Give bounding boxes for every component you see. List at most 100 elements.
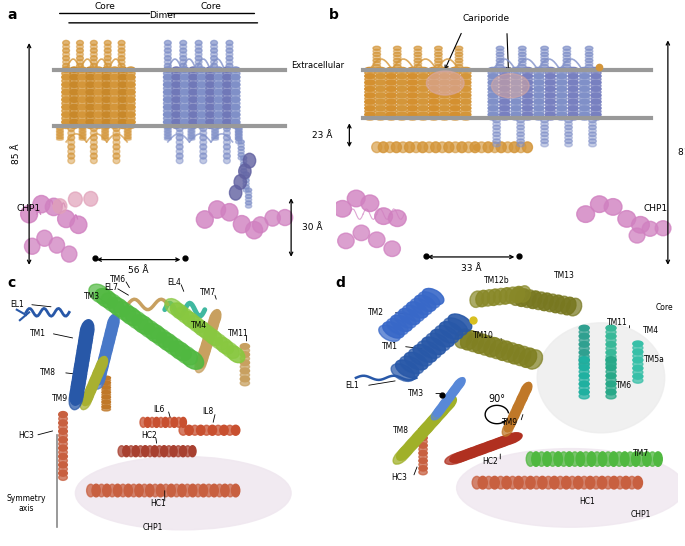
Ellipse shape — [232, 484, 240, 497]
Text: IL6: IL6 — [153, 405, 164, 414]
Ellipse shape — [597, 476, 607, 489]
Ellipse shape — [375, 208, 393, 224]
Ellipse shape — [58, 210, 75, 228]
Ellipse shape — [375, 96, 386, 101]
Ellipse shape — [606, 365, 616, 370]
Ellipse shape — [180, 116, 189, 121]
Ellipse shape — [397, 444, 414, 460]
Ellipse shape — [70, 90, 79, 95]
Ellipse shape — [223, 104, 232, 110]
Ellipse shape — [496, 49, 503, 54]
Text: EL1: EL1 — [346, 381, 360, 390]
Ellipse shape — [511, 77, 521, 81]
Ellipse shape — [104, 52, 111, 57]
Ellipse shape — [439, 90, 449, 94]
Ellipse shape — [514, 476, 523, 489]
Ellipse shape — [223, 86, 232, 91]
Ellipse shape — [373, 46, 381, 50]
Ellipse shape — [86, 82, 95, 87]
Ellipse shape — [450, 103, 460, 107]
Ellipse shape — [206, 112, 214, 117]
Ellipse shape — [563, 56, 571, 60]
Ellipse shape — [450, 109, 460, 114]
Ellipse shape — [197, 74, 206, 80]
Ellipse shape — [496, 64, 503, 69]
Ellipse shape — [568, 74, 578, 78]
Ellipse shape — [236, 132, 242, 134]
Ellipse shape — [419, 428, 427, 433]
Ellipse shape — [236, 136, 242, 141]
Ellipse shape — [104, 60, 111, 64]
Ellipse shape — [236, 134, 242, 135]
Ellipse shape — [200, 130, 207, 136]
Ellipse shape — [59, 454, 67, 459]
Ellipse shape — [70, 71, 79, 76]
Ellipse shape — [450, 84, 460, 88]
Ellipse shape — [211, 60, 217, 64]
Ellipse shape — [418, 74, 428, 78]
Ellipse shape — [127, 101, 135, 106]
Ellipse shape — [223, 149, 230, 155]
Ellipse shape — [137, 446, 144, 456]
Ellipse shape — [534, 84, 544, 88]
Text: CHP1: CHP1 — [16, 204, 41, 213]
Ellipse shape — [386, 112, 397, 117]
Ellipse shape — [110, 97, 119, 102]
Ellipse shape — [519, 52, 526, 56]
Ellipse shape — [373, 56, 381, 60]
Ellipse shape — [580, 93, 590, 98]
Ellipse shape — [511, 70, 521, 75]
Ellipse shape — [556, 99, 567, 104]
Ellipse shape — [455, 449, 477, 461]
Ellipse shape — [57, 134, 63, 135]
Ellipse shape — [59, 432, 67, 438]
Ellipse shape — [503, 142, 513, 153]
Ellipse shape — [556, 80, 567, 85]
Ellipse shape — [522, 112, 533, 117]
Text: TM4: TM4 — [643, 326, 660, 335]
Ellipse shape — [195, 63, 202, 68]
Ellipse shape — [499, 74, 510, 78]
Ellipse shape — [472, 476, 482, 489]
Ellipse shape — [243, 182, 249, 186]
Ellipse shape — [425, 412, 442, 429]
Ellipse shape — [70, 383, 84, 405]
Ellipse shape — [90, 67, 97, 72]
Ellipse shape — [477, 142, 486, 153]
Ellipse shape — [556, 84, 567, 88]
Ellipse shape — [240, 156, 247, 160]
Ellipse shape — [516, 139, 525, 144]
Ellipse shape — [70, 78, 79, 84]
Ellipse shape — [460, 87, 471, 91]
Ellipse shape — [488, 67, 499, 72]
Ellipse shape — [419, 458, 427, 464]
Ellipse shape — [164, 60, 171, 64]
Ellipse shape — [580, 87, 590, 91]
Ellipse shape — [59, 449, 67, 455]
Text: TM5a: TM5a — [644, 355, 665, 364]
Ellipse shape — [568, 90, 578, 94]
Ellipse shape — [119, 120, 127, 124]
Ellipse shape — [563, 58, 571, 62]
Ellipse shape — [197, 97, 206, 102]
Ellipse shape — [408, 112, 418, 117]
Ellipse shape — [102, 130, 108, 133]
Ellipse shape — [429, 70, 439, 75]
Ellipse shape — [140, 484, 149, 497]
Ellipse shape — [77, 342, 90, 365]
Text: TM11: TM11 — [608, 318, 628, 327]
Ellipse shape — [582, 452, 590, 466]
Ellipse shape — [240, 162, 247, 167]
Text: 33 Å: 33 Å — [461, 264, 481, 272]
Ellipse shape — [435, 325, 458, 343]
Ellipse shape — [391, 142, 401, 153]
Ellipse shape — [214, 104, 223, 110]
Ellipse shape — [125, 136, 131, 139]
Ellipse shape — [119, 484, 127, 497]
Ellipse shape — [418, 67, 428, 72]
Ellipse shape — [225, 425, 234, 435]
Ellipse shape — [164, 101, 172, 106]
Ellipse shape — [418, 116, 428, 120]
Ellipse shape — [243, 153, 256, 168]
Ellipse shape — [540, 68, 548, 72]
